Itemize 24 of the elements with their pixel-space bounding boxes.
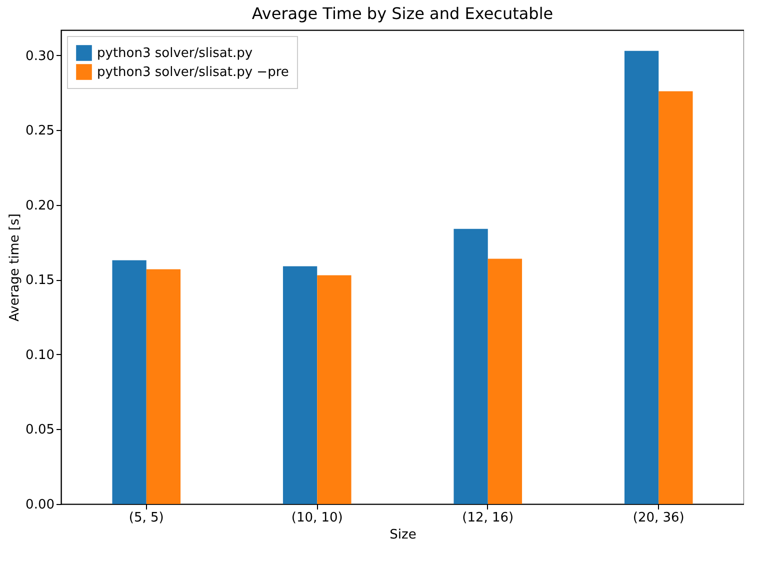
y-tick-label: 0.10 bbox=[26, 348, 54, 363]
y-tick-label: 0.05 bbox=[26, 422, 54, 438]
legend-label: python3 solver/slisat.py bbox=[97, 46, 253, 61]
x-axis-title: Size bbox=[390, 528, 416, 542]
chart-title: Average Time by Size and Executable bbox=[252, 4, 554, 23]
bar bbox=[624, 50, 659, 504]
bar bbox=[488, 258, 522, 504]
bar bbox=[658, 91, 693, 504]
x-tick-label: (12, 16) bbox=[462, 510, 514, 526]
y-tick-label: 0.30 bbox=[26, 48, 54, 64]
x-tick-label: (10, 10) bbox=[291, 510, 343, 526]
y-tick-label: 0.20 bbox=[26, 198, 54, 214]
y-tick-label: 0.15 bbox=[26, 273, 54, 288]
bar bbox=[454, 228, 488, 504]
y-axis-title: Average time [s] bbox=[8, 214, 23, 322]
y-tick-label: 0.25 bbox=[26, 124, 54, 139]
bar bbox=[112, 260, 146, 504]
legend-label: python3 solver/slisat.py −pre bbox=[97, 65, 289, 80]
bar bbox=[146, 269, 181, 504]
y-tick-label: 0.00 bbox=[26, 498, 54, 512]
bar bbox=[317, 275, 352, 504]
bar bbox=[282, 266, 318, 504]
x-tick-label: (5, 5) bbox=[128, 510, 164, 526]
x-tick-label: (20, 36) bbox=[632, 510, 684, 526]
